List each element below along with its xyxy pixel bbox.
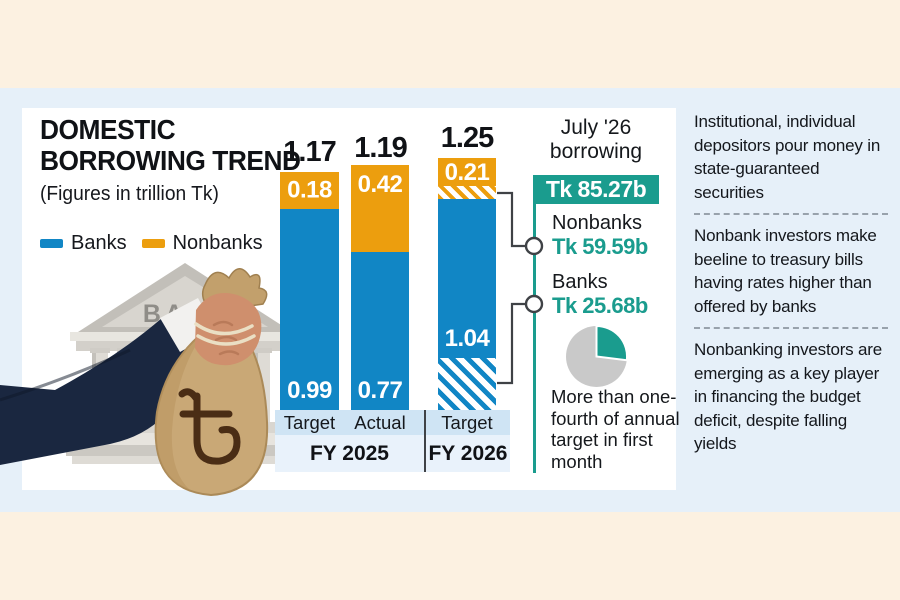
axis-label-target-fy25: Target <box>283 412 336 433</box>
side-note-1: Institutional, individual depositors pou… <box>694 112 881 202</box>
legend-item-banks: Banks <box>40 232 127 255</box>
callout-nonbanks-label: Nonbanks <box>552 212 643 234</box>
side-note-3: Nonbanking investors are emerging as a k… <box>694 340 882 453</box>
bar1-nonbanks-value: 0.18 <box>287 175 332 203</box>
chart-subtitle: (Figures in trillion Tk) <box>40 183 219 205</box>
bar3-total-label: 1.25 <box>440 122 494 154</box>
side-note-2: Nonbank investors make beeline to treasu… <box>694 226 877 316</box>
category-axis-band <box>275 410 510 435</box>
chart-title-line2: BORROWING TREND <box>40 145 301 176</box>
axis-group-fy2025: FY 2025 <box>309 442 389 465</box>
money-bag-image: ৳ <box>154 268 269 497</box>
total-borrowing-badge: Tk 85.27b <box>533 175 659 204</box>
bar1-banks-segment: 0.99 <box>280 209 339 410</box>
bar3-banks-hatched-segment <box>438 358 496 410</box>
callout-banks-label: Banks <box>552 271 608 293</box>
leader-lines <box>497 191 544 385</box>
pie-caption: More than one-fourth of annual target in… <box>551 386 680 472</box>
callout-heading-line2: borrowing <box>549 140 643 163</box>
nonbanks-color-swatch-icon <box>141 239 165 248</box>
axis-label-target-fy26: Target <box>441 412 493 433</box>
bar1-total-label: 1.17 <box>283 136 336 168</box>
bar3-banks-segment: 1.04 <box>438 199 496 358</box>
title-block: DOMESTIC BORROWING TREND (Figures in tri… <box>40 114 317 206</box>
fiscal-year-divider-line <box>424 410 426 472</box>
nonbanks-leader-line <box>497 191 526 248</box>
bar3-nonbanks-segment: 0.21 <box>438 158 496 186</box>
callout-banks-value: Tk 25.68b <box>552 293 648 318</box>
bar3-nonbanks-value: 0.21 <box>444 159 490 186</box>
axis-label-actual-fy25: Actual <box>354 412 406 433</box>
bar1-banks-value: 0.99 <box>287 377 332 404</box>
bar2-nonbanks-value: 0.42 <box>357 171 403 198</box>
pie-highlight-slice <box>595 325 628 362</box>
bar1-nonbanks-segment: 0.18 <box>280 172 339 209</box>
nonbanks-connector-dot-icon <box>524 236 544 256</box>
banks-connector-dot-icon <box>524 294 544 314</box>
callout-connector-line <box>533 203 536 473</box>
bar3-banks-value: 1.04 <box>444 325 490 352</box>
bank-money-bag-illustration: BANK <box>0 263 308 497</box>
chart-legend: Banks Nonbanks <box>40 232 263 255</box>
callout-nonbanks-value: Tk 59.59b <box>552 234 648 259</box>
group-axis-band <box>275 435 510 472</box>
banks-leader-line <box>497 302 526 385</box>
side-notes-column: Institutional, individual depositors pou… <box>694 110 888 456</box>
legend-banks-label: Banks <box>71 232 127 254</box>
bar2-banks-value: 0.77 <box>357 377 403 404</box>
bar3-nonbanks-hatched-segment <box>438 186 496 199</box>
chart-title-line1: DOMESTIC <box>40 114 176 145</box>
bar2-total-label: 1.19 <box>354 132 407 164</box>
bar2-nonbanks-segment: 0.42 <box>351 165 409 252</box>
banks-color-swatch-icon <box>40 239 63 248</box>
bag-rope-image <box>194 322 256 346</box>
callout-heading: July '26 borrowing <box>533 116 659 164</box>
callout-heading-line1: July '26 <box>560 116 632 139</box>
hand-image <box>195 293 262 366</box>
note-divider-1 <box>694 213 888 215</box>
axis-group-fy2026: FY 2026 <box>428 442 508 465</box>
taka-symbol-icon <box>178 388 241 465</box>
legend-item-nonbanks: Nonbanks <box>141 232 263 255</box>
note-divider-2 <box>694 327 888 329</box>
bar2-banks-segment: 0.77 <box>351 252 409 410</box>
legend-nonbanks-label: Nonbanks <box>172 232 263 254</box>
pie-chart <box>566 325 628 387</box>
